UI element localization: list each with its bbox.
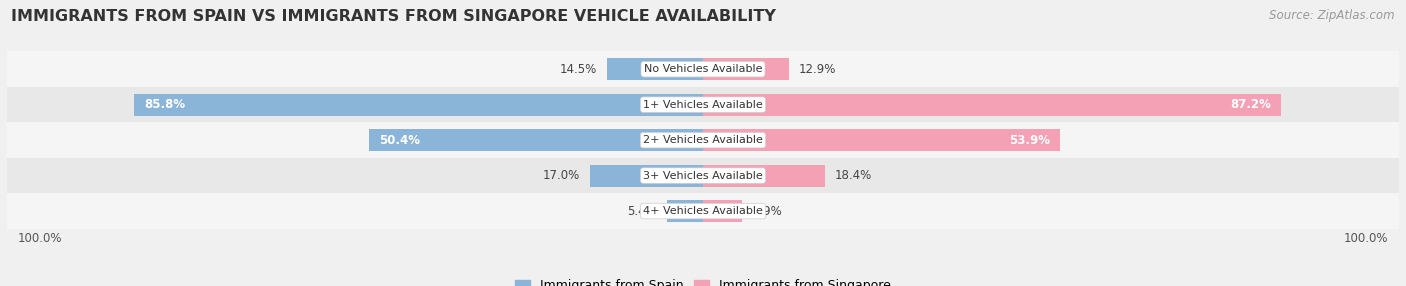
Text: 4+ Vehicles Available: 4+ Vehicles Available — [643, 206, 763, 216]
Bar — [703, 165, 825, 186]
Text: No Vehicles Available: No Vehicles Available — [644, 64, 762, 74]
Text: 12.9%: 12.9% — [799, 63, 835, 76]
Text: 18.4%: 18.4% — [835, 169, 872, 182]
Bar — [7, 158, 1399, 193]
Bar — [668, 200, 703, 222]
Text: 53.9%: 53.9% — [1010, 134, 1050, 147]
Text: 17.0%: 17.0% — [543, 169, 581, 182]
Text: 50.4%: 50.4% — [378, 134, 420, 147]
Text: 85.8%: 85.8% — [145, 98, 186, 111]
Text: 87.2%: 87.2% — [1230, 98, 1271, 111]
Text: Source: ZipAtlas.com: Source: ZipAtlas.com — [1270, 9, 1395, 21]
Legend: Immigrants from Spain, Immigrants from Singapore: Immigrants from Spain, Immigrants from S… — [510, 274, 896, 286]
Bar — [7, 87, 1399, 122]
Bar — [607, 58, 703, 80]
Text: 5.4%: 5.4% — [627, 204, 657, 218]
Bar — [591, 165, 703, 186]
Bar — [135, 94, 703, 116]
Bar — [703, 129, 1060, 151]
Text: IMMIGRANTS FROM SPAIN VS IMMIGRANTS FROM SINGAPORE VEHICLE AVAILABILITY: IMMIGRANTS FROM SPAIN VS IMMIGRANTS FROM… — [11, 9, 776, 23]
Bar — [7, 122, 1399, 158]
Bar — [703, 94, 1281, 116]
Text: 2+ Vehicles Available: 2+ Vehicles Available — [643, 135, 763, 145]
Text: 3+ Vehicles Available: 3+ Vehicles Available — [643, 171, 763, 180]
Text: 5.9%: 5.9% — [752, 204, 782, 218]
Text: 1+ Vehicles Available: 1+ Vehicles Available — [643, 100, 763, 110]
Bar — [7, 51, 1399, 87]
Text: 14.5%: 14.5% — [560, 63, 598, 76]
Bar — [368, 129, 703, 151]
Bar — [7, 193, 1399, 229]
Bar — [703, 58, 789, 80]
Bar — [703, 200, 742, 222]
